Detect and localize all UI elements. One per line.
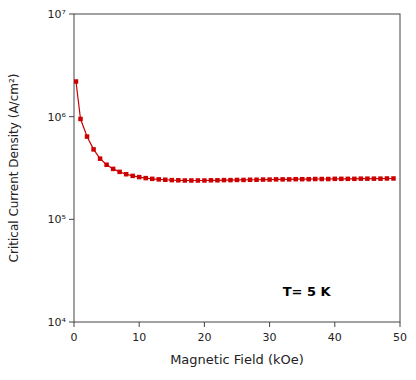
x-tick [204,322,205,327]
x-tick [400,322,401,327]
x-tick-label: 30 [263,331,277,344]
data-point [372,176,377,181]
series-line [76,82,394,181]
annotation: T= 5 K [283,284,332,299]
data-point [287,177,292,182]
x-tick-label: 10 [132,331,146,344]
y-tick-label: 10⁶ [48,111,67,124]
data-point [333,177,338,182]
x-tick-label: 50 [393,331,407,344]
data-point [254,177,259,182]
data-point [326,177,331,182]
data-point [241,178,246,183]
data-point [176,178,181,183]
data-point [293,177,298,182]
data-point [313,177,318,182]
data-point [124,172,129,177]
x-tick [334,322,335,327]
data-point [274,177,279,182]
data-point [346,177,351,182]
x-tick [269,322,270,327]
data-point [365,176,370,181]
x-tick-label: 0 [71,331,78,344]
data-point [280,177,285,182]
data-point [391,176,396,181]
y-tick [69,219,74,220]
y-tick-label: 10⁴ [48,316,67,329]
data-point [202,178,207,183]
y-tick [69,322,74,323]
data-point [306,177,311,182]
data-point [267,177,272,182]
data-point [189,178,194,183]
data-point [143,176,148,181]
x-tick-label: 20 [197,331,211,344]
data-point [248,177,253,182]
data-point [85,134,90,139]
data-point [359,176,364,181]
data-point [196,178,201,183]
chart: 0 10 20 30 40 50 10⁴ 10⁵ 10⁶ 10⁷ Magnetic Field (k… [0,0,416,380]
data-point [339,177,344,182]
data-point [385,176,390,181]
data-point [170,178,175,183]
data-point [157,177,162,182]
x-axis: 0 10 20 30 40 50 [71,322,408,344]
data-point [261,177,266,182]
data-point [235,178,240,183]
plot-frame [74,14,400,322]
y-tick [69,116,74,117]
data-point [78,117,83,122]
data-point [183,178,188,183]
data-point [150,177,155,182]
data-point [137,175,142,180]
data-point [98,156,103,161]
data-point [163,177,168,182]
data-point [117,170,122,175]
x-tick [139,322,140,327]
x-tick-label: 40 [328,331,342,344]
data-point [222,178,227,183]
data-point [130,174,135,179]
x-tick [74,322,75,327]
data-point [378,176,383,181]
y-axis: 10⁴ 10⁵ 10⁶ 10⁷ [48,8,74,329]
data-point [215,178,220,183]
series [74,79,396,182]
x-axis-label: Magnetic Field (kOe) [170,352,304,367]
data-point [320,177,325,182]
data-point [111,167,116,172]
data-point [91,147,96,152]
data-point [228,178,233,183]
y-axis-label: Critical Current Density (A/cm²) [7,74,21,263]
data-point [104,163,109,168]
data-point [74,79,78,84]
data-point [300,177,305,182]
y-tick [69,14,74,15]
y-tick-label: 10⁷ [48,8,66,21]
data-point [352,177,357,182]
y-tick-label: 10⁵ [48,213,66,226]
data-point [209,178,214,183]
